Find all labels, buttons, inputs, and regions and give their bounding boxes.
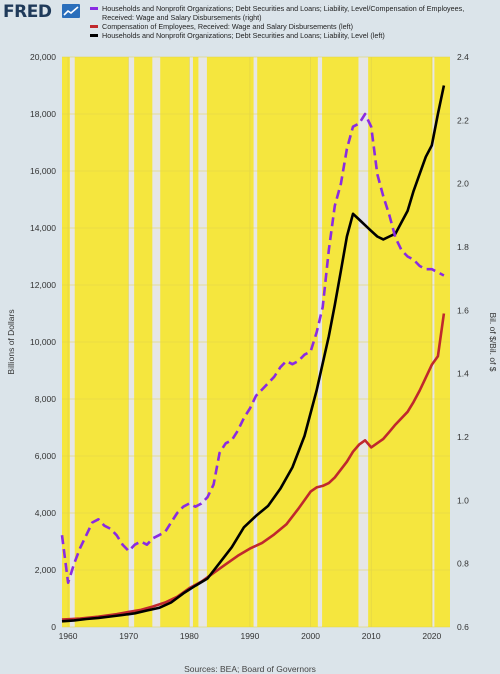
legend-label-compensation: Compensation of Employees, Received: Wag… [102,22,354,31]
legend-label-debt: Households and Nonprofit Organizations; … [102,31,385,40]
legend-swatch-compensation [90,25,98,28]
x-tick: 1990 [240,631,259,641]
legend-item-ratio[interactable]: Households and Nonprofit Organizations; … [90,4,495,22]
y-left-tick: 18,000 [30,109,56,119]
y-left-axis-label: Billions of Dollars [6,309,16,374]
x-tick: 2020 [422,631,441,641]
y-left-tick: 16,000 [30,166,56,176]
y-right-tick: 2.0 [457,179,469,189]
y-left-tick: 4,000 [35,508,57,518]
legend-swatch-ratio [90,7,98,10]
y-right-tick: 0.6 [457,622,469,632]
legend-item-debt[interactable]: Households and Nonprofit Organizations; … [90,31,495,40]
legend-item-compensation[interactable]: Compensation of Employees, Received: Wag… [90,22,495,31]
x-tick: 2000 [301,631,320,641]
y-left-tick: 8,000 [35,394,57,404]
series-debt-line [61,85,446,623]
legend-label-ratio: Households and Nonprofit Organizations; … [102,4,465,22]
y-left-tick: 6,000 [35,451,57,461]
y-right-tick: 1.2 [457,432,469,442]
legend: Households and Nonprofit Organizations; … [90,4,495,40]
y-left-tick: 14,000 [30,223,56,233]
x-tick: 2010 [362,631,381,641]
x-tick: 1980 [180,631,199,641]
y-left-tick: 12,000 [30,280,56,290]
y-right-tick: 2.4 [457,52,469,62]
series-ratio-line [60,112,445,585]
y-left-tick: 0 [51,622,56,632]
y-right-tick: 1.6 [457,305,469,315]
x-tick: 1960 [59,631,78,641]
y-right-tick: 1.8 [457,242,469,252]
y-right-tick: 0.8 [457,559,469,569]
legend-swatch-debt [90,34,98,37]
y-right-tick: 1.0 [457,495,469,505]
y-right-tick: 2.2 [457,115,469,125]
y-left-tick: 2,000 [35,565,57,575]
chart-line-icon [62,4,80,18]
y-left-tick: 10,000 [30,337,56,347]
fred-logo[interactable]: FRED [3,2,52,22]
y-right-tick: 1.4 [457,369,469,379]
chart-source: Sources: BEA; Board of Governors [184,664,316,674]
y-left-tick: 20,000 [30,52,56,62]
y-right-axis-label: Bil. of $/Bil. of $ [488,312,498,371]
series-compensation-line [61,313,446,621]
x-tick: 1970 [119,631,138,641]
